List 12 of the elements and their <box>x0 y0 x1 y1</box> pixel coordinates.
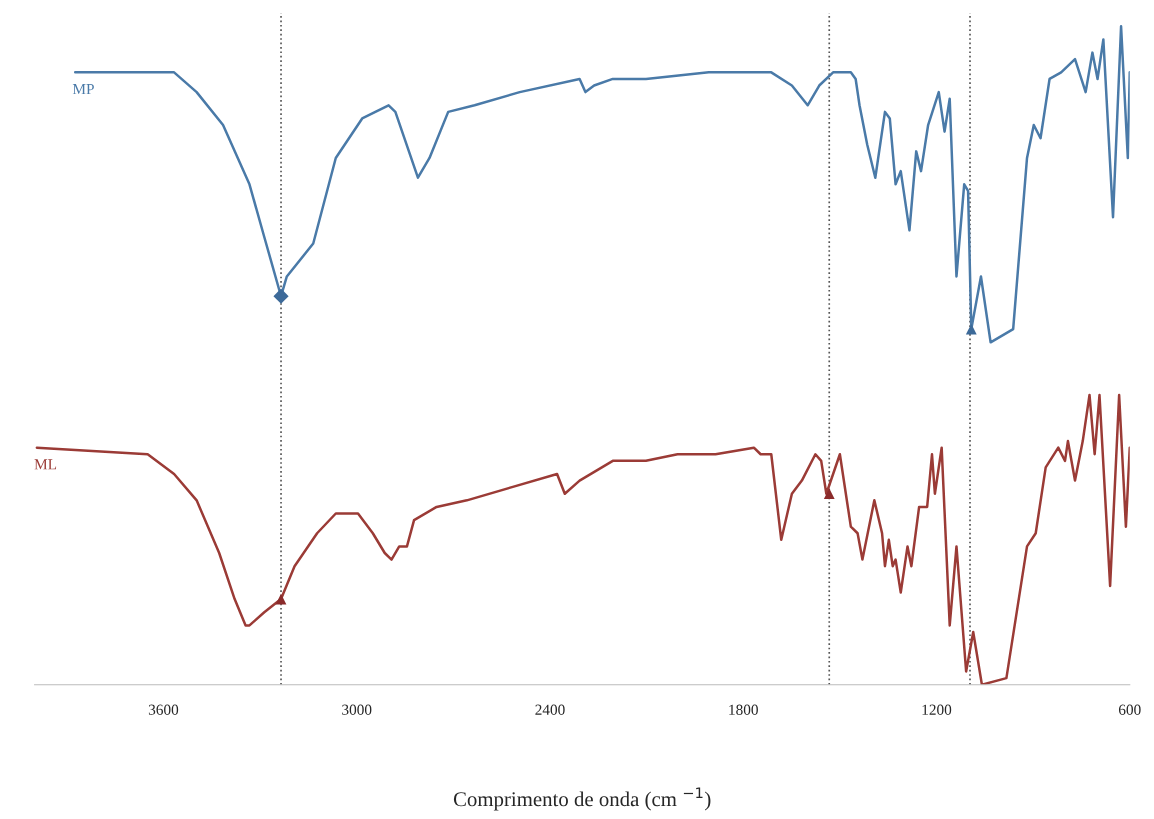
x-tick-label: 1200 <box>922 704 952 715</box>
x-axis-title: Comprimento de onda (cm $^{−1}$) <box>453 787 711 811</box>
x-tick-label: 600 <box>1118 704 1141 715</box>
x-tick-label: 3000 <box>342 704 372 715</box>
point <box>273 288 289 304</box>
series-label: ML <box>34 459 57 470</box>
point <box>965 323 977 335</box>
series-label: MP <box>72 84 94 95</box>
x-tick-label: 2400 <box>535 704 565 715</box>
x-tick-label: 3600 <box>148 704 179 715</box>
x-tick-label: 1800 <box>729 704 758 715</box>
point <box>823 488 835 500</box>
